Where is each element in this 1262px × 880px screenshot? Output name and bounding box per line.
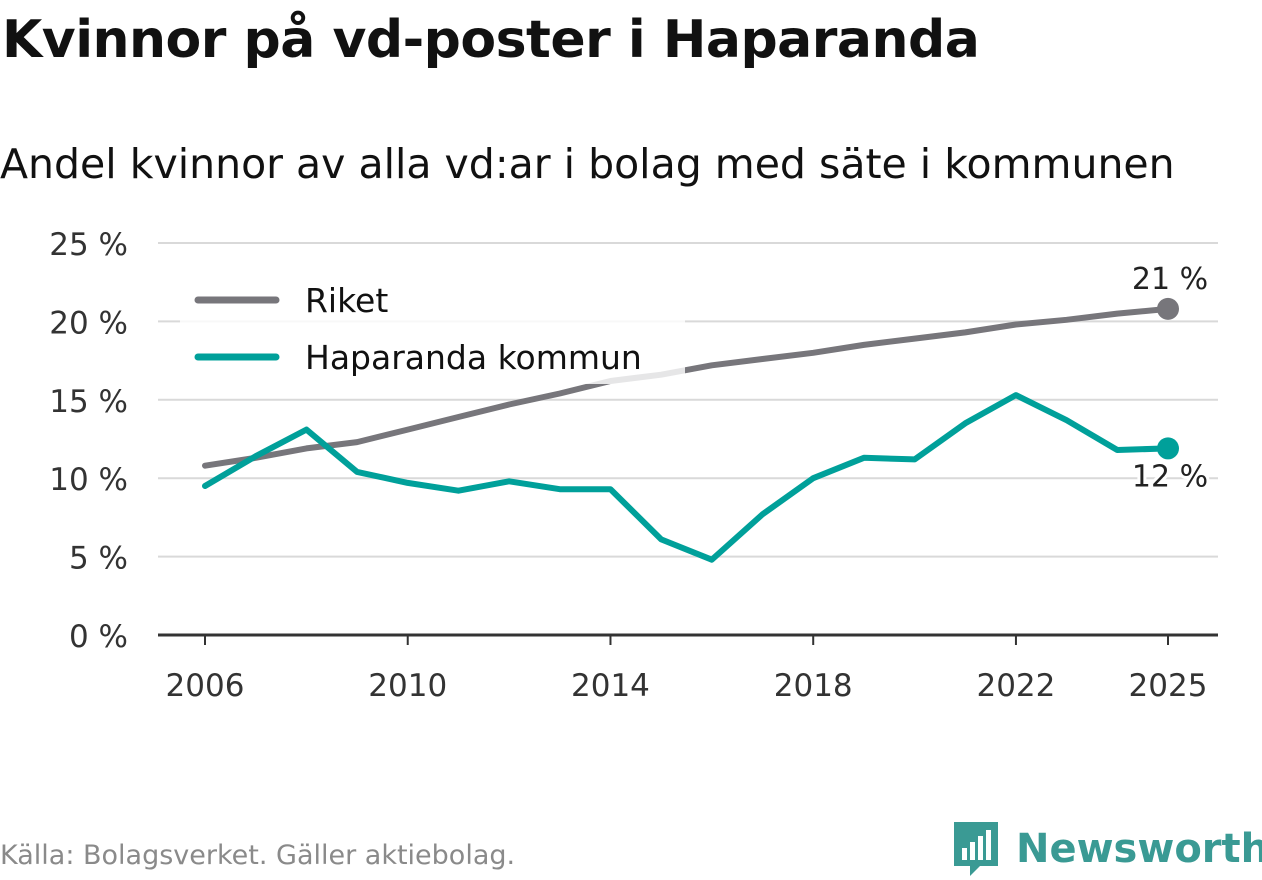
series-line-riket <box>202 305 1171 469</box>
end-labels: 21 %21 %12 %12 % <box>1129 259 1211 498</box>
end-label: 12 % <box>1132 459 1208 494</box>
axes: 0 % 5 % 10 % 15 % 20 % 25 % 2006 2010 2014 2018 20… <box>49 227 1218 704</box>
end-label: 21 % <box>1132 262 1208 297</box>
end-marker <box>1157 437 1179 460</box>
chart-title: Kvinnor på vd-poster i Haparanda <box>2 10 980 70</box>
x-tick-label: 2022 <box>976 668 1055 704</box>
chart-subtitle: Andel kvinnor av alla vd:ar i bolag med … <box>0 140 1175 188</box>
end-label-halo: 12 % <box>1132 459 1208 494</box>
end-label-halo: 21 % <box>1132 262 1208 297</box>
x-tick-label: 2010 <box>368 668 447 704</box>
x-tick-label: 2006 <box>166 668 245 704</box>
x-tick-label: 2014 <box>571 668 650 704</box>
legend-background <box>180 272 685 384</box>
y-tick-label: 15 % <box>49 384 128 420</box>
y-tick-label: 5 % <box>69 541 128 577</box>
legend-label: Riket <box>305 281 388 320</box>
x-tick-label: 2018 <box>774 668 853 704</box>
y-tick-label: 0 % <box>69 619 128 655</box>
source-note: Källa: Bolagsverket. Gäller aktiebolag. <box>0 840 516 871</box>
brand-logo[interactable]: Newsworthy <box>950 818 1262 880</box>
brand-name: Newsworthy <box>1016 826 1262 872</box>
series-lines <box>202 305 1171 563</box>
legend: Riket Haparanda kommun <box>180 272 685 384</box>
series-line-haparanda <box>202 392 1171 563</box>
y-tick-label: 10 % <box>49 462 128 498</box>
end-marker <box>1157 297 1179 320</box>
newsworthy-logo-icon <box>954 822 998 876</box>
y-tick-label: 20 % <box>49 305 128 341</box>
legend-label: Haparanda kommun <box>305 338 642 377</box>
y-tick-label: 25 % <box>49 227 128 263</box>
x-tick-label: 2025 <box>1129 668 1208 704</box>
